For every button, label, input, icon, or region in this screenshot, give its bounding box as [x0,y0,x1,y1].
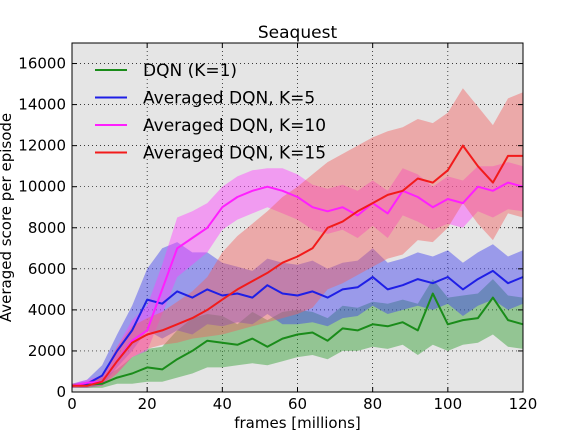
x-tick-label: 80 [363,395,382,413]
x-axis-title: frames [millions] [234,414,361,432]
x-tick-label: 100 [434,395,463,413]
x-tick-label: 60 [288,395,307,413]
legend-label-2: Averaged DQN, K=5 [143,89,315,109]
series-lines [71,144,524,387]
y-tick-label: 4000 [28,301,66,319]
series-line-4 [72,144,523,387]
y-tick-label: 2000 [28,342,66,360]
series-band-4 [72,88,523,388]
series-band-3 [72,162,523,388]
legend-label-1: DQN (K=1) [143,61,237,81]
y-tick-label: 12000 [18,137,66,155]
x-tick-label: 20 [138,395,157,413]
series-line-2 [71,269,524,387]
y-tick-label: 6000 [28,260,66,278]
y-tick-label: 0 [56,383,66,401]
x-tick-label: 120 [509,395,538,413]
chart-title: Seaquest [258,23,338,43]
x-tick-label: 40 [213,395,232,413]
y-tick-label: 14000 [18,96,66,114]
series-line-1 [71,292,524,387]
series-line-3 [71,181,524,387]
y-tick-label: 8000 [28,219,66,237]
y-axis-title: Averaged score per episode [0,113,15,322]
legend-label-3: Averaged DQN, K=10 [143,116,326,136]
legend: DQN (K=1) Averaged DQN, K=5 Averaged DQN, … [95,61,326,164]
y-tick-label: 16000 [18,55,66,73]
y-tick-label: 10000 [18,178,66,196]
series-band-2 [72,242,523,388]
x-tick-label: 0 [67,395,77,413]
axis-ticks: 0 20 40 60 80 100 120 0 2000 4000 6000 8000 10000 120… [18,43,537,413]
legend-label-4: Averaged DQN, K=15 [143,144,326,164]
